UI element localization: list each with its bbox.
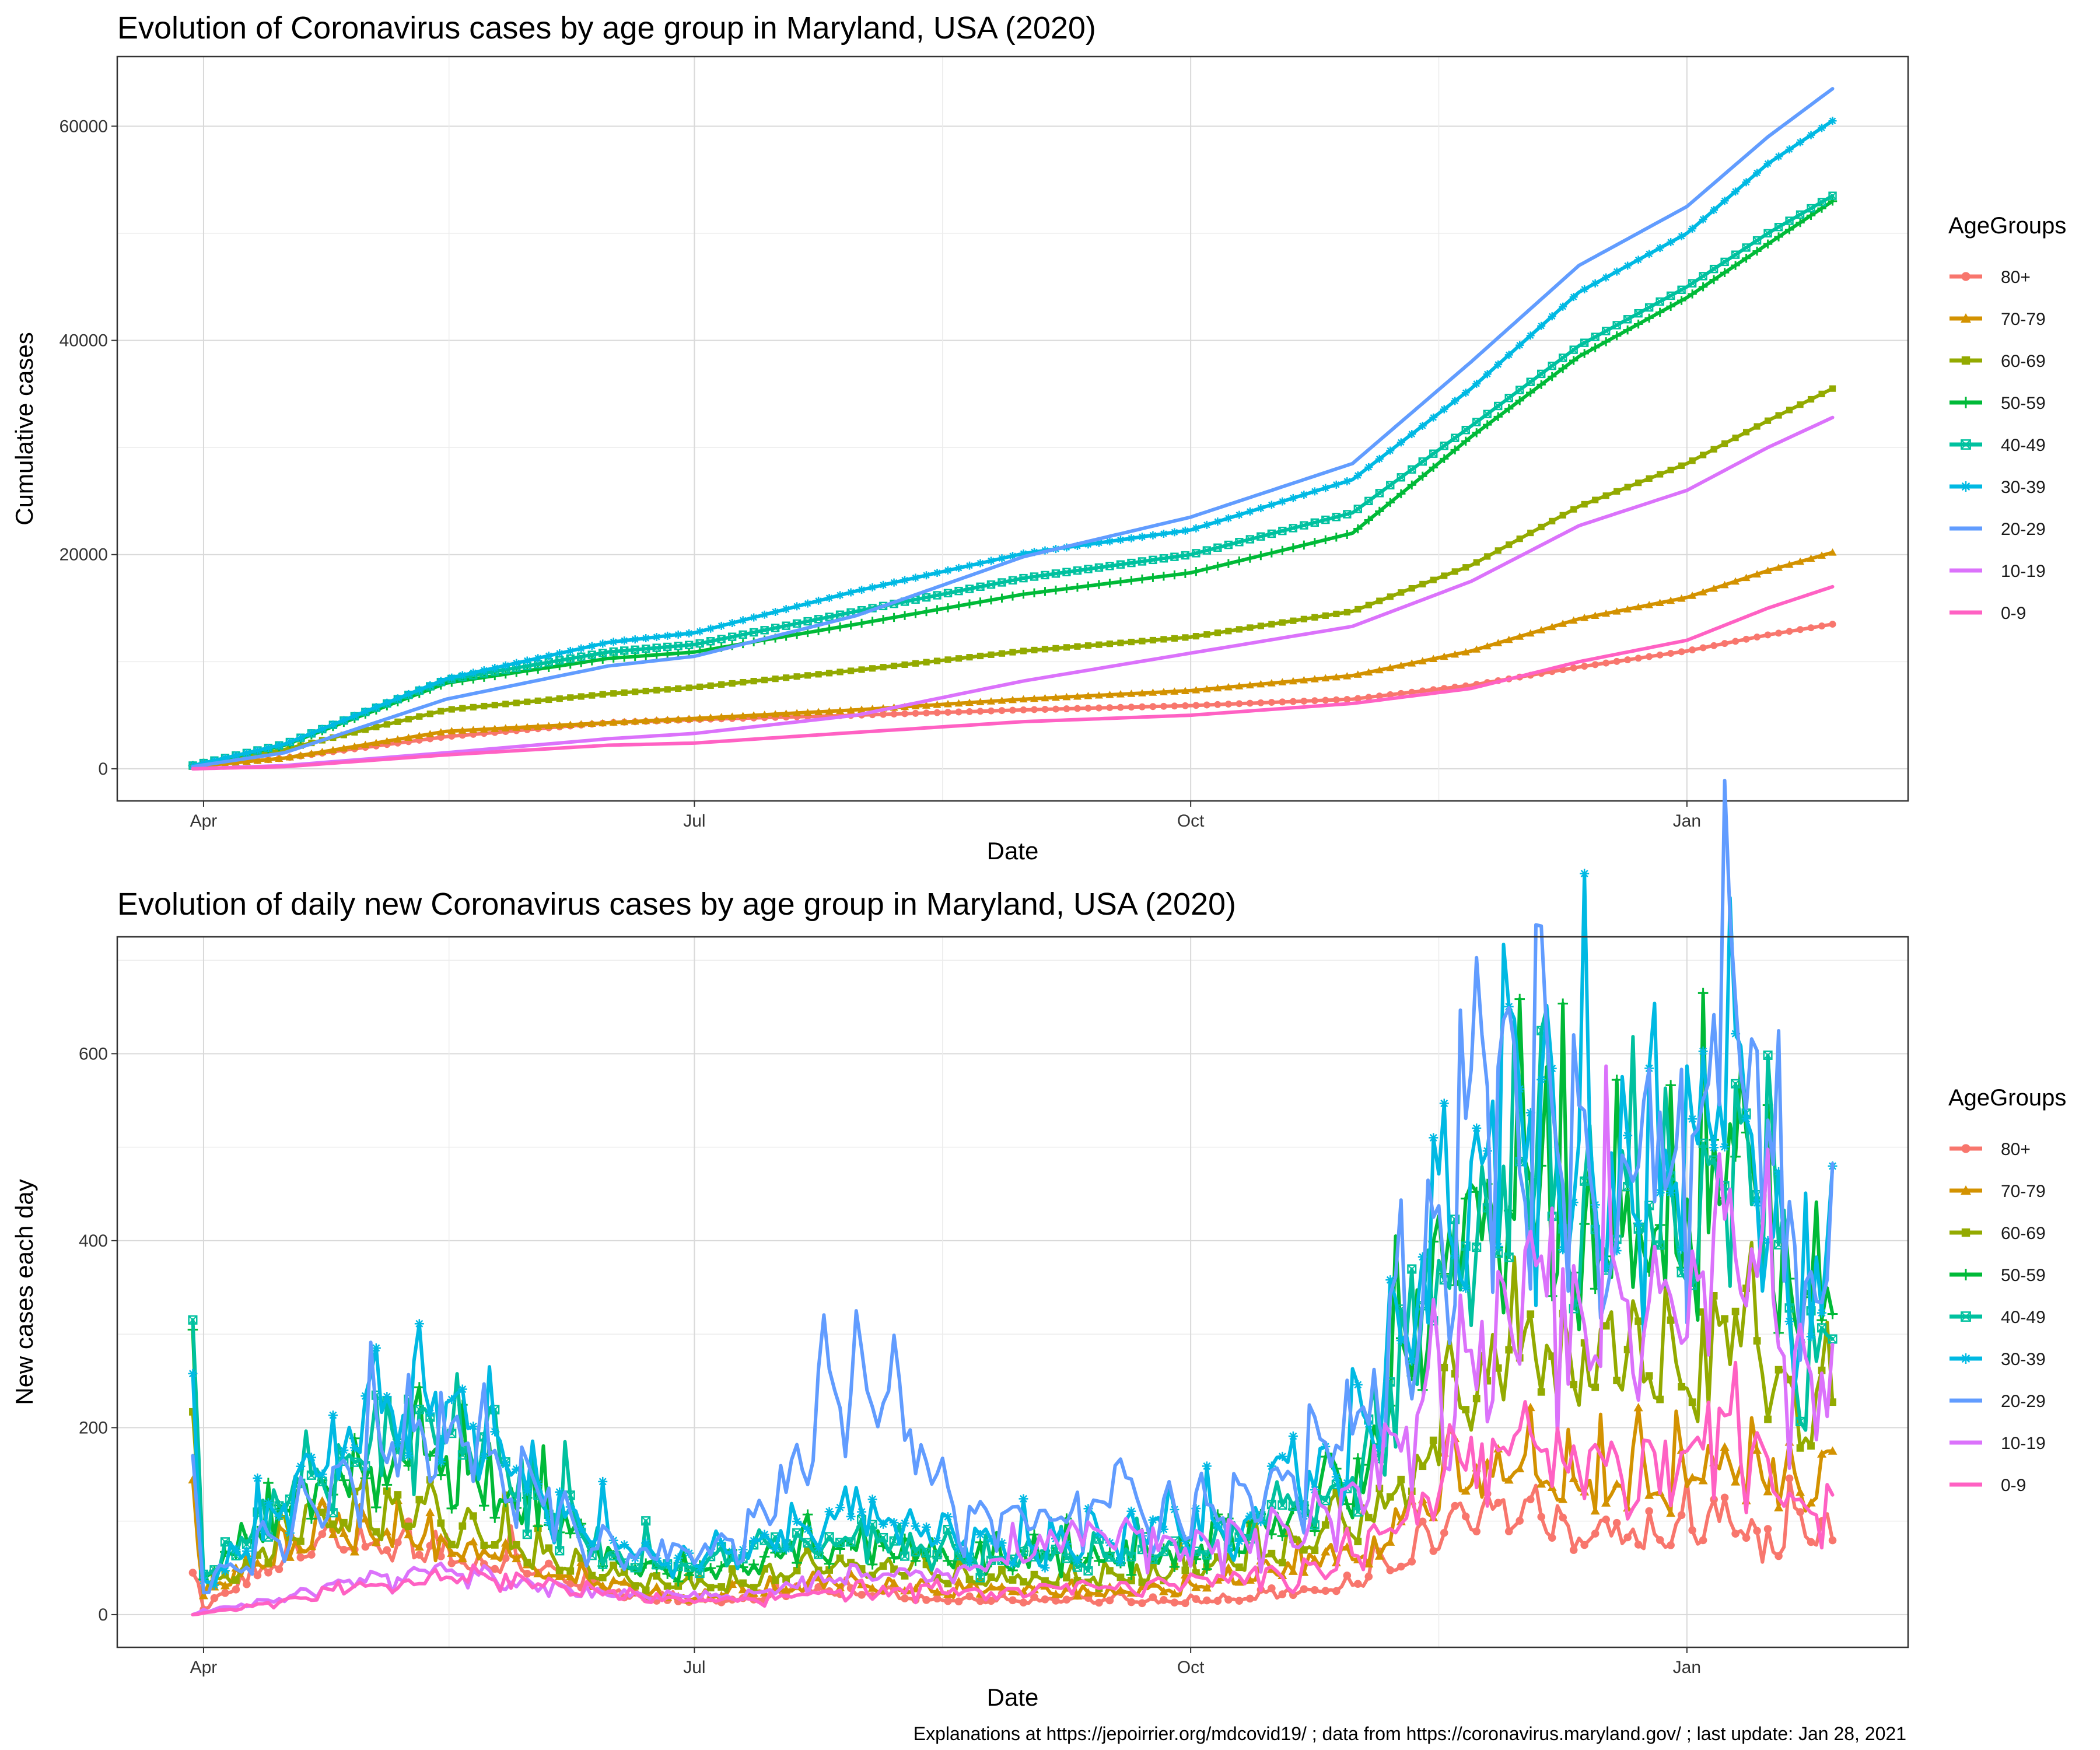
cumulative-series-70-79 xyxy=(188,548,1837,770)
daily-legend-item-30-39: 30-39 xyxy=(1950,1350,2046,1369)
daily-legend-item-10-19: 10-19 xyxy=(1950,1434,2046,1453)
cumulative-legend-label: 20-29 xyxy=(2001,520,2046,539)
daily-cases-panel: Evolution of daily new Coronavirus cases… xyxy=(10,779,2066,1711)
daily-x-ticks: Apr Jul Oct Jan xyxy=(190,1647,1701,1677)
daily-line-10-19 xyxy=(191,1064,1835,1616)
cumulative-series-0-9 xyxy=(191,584,1835,771)
daily-legend-title: AgeGroups xyxy=(1948,1085,2066,1111)
daily-legend-label: 10-19 xyxy=(2001,1434,2046,1453)
cumulative-y-tick-label: 40000 xyxy=(60,331,108,351)
cumulative-plot-border xyxy=(116,55,1909,802)
daily-line-0-9 xyxy=(191,1360,1835,1616)
cumulative-markers-40-49 xyxy=(188,191,1837,770)
cumulative-legend-label: 30-39 xyxy=(2001,478,2046,497)
daily-legend: AgeGroups 80+ 70-79 60-69 50-59 40-49 30-39 20-… xyxy=(1948,1085,2066,1495)
cumulative-markers-70-79 xyxy=(188,548,1837,770)
cumulative-legend-label: 0-9 xyxy=(2001,604,2026,623)
daily-legend-label: 20-29 xyxy=(2001,1392,2046,1411)
daily-y-tick-label: 400 xyxy=(79,1231,108,1251)
cumulative-y-tick-label: 60000 xyxy=(60,117,108,136)
cumulative-x-tick-label: Oct xyxy=(1177,811,1205,831)
daily-x-tick-label: Apr xyxy=(190,1658,218,1677)
daily-plot-background xyxy=(117,937,1908,1647)
cumulative-legend-item-70-79: 70-79 xyxy=(1950,310,2046,329)
cumulative-x-tick-label: Apr xyxy=(190,811,218,831)
daily-x-axis-title: Date xyxy=(987,1684,1039,1711)
cumulative-legend-label: 40-49 xyxy=(2001,436,2046,455)
daily-legend-item-80+: 80+ xyxy=(1950,1140,2031,1159)
cumulative-legend-item-50-59: 50-59 xyxy=(1950,394,2046,413)
caption: Explanations at https://jepoirrier.org/m… xyxy=(914,1723,1906,1744)
cumulative-legend-item-0-9: 0-9 xyxy=(1950,604,2026,623)
cumulative-legend-label: 60-69 xyxy=(2001,352,2046,371)
daily-x-tick-label: Jan xyxy=(1673,1658,1701,1677)
daily-legend-item-20-29: 20-29 xyxy=(1950,1392,2046,1411)
cumulative-y-tick-label: 20000 xyxy=(60,545,108,565)
daily-legend-item-50-59: 50-59 xyxy=(1950,1266,2046,1285)
daily-legend-label: 50-59 xyxy=(2001,1266,2046,1285)
cumulative-plot-background xyxy=(117,57,1908,801)
cumulative-markers-60-69 xyxy=(189,385,1836,769)
daily-series-20-29 xyxy=(191,779,1835,1595)
daily-series-0-9 xyxy=(191,1360,1835,1616)
daily-legend-label: 30-39 xyxy=(2001,1350,2046,1369)
cumulative-legend-label: 10-19 xyxy=(2001,562,2046,581)
daily-y-tick-label: 600 xyxy=(79,1044,108,1063)
cumulative-line-0-9 xyxy=(191,584,1835,771)
daily-legend-item-60-69: 60-69 xyxy=(1950,1224,2046,1243)
daily-y-axis-title: New cases each day xyxy=(10,1179,38,1405)
cumulative-series-40-49 xyxy=(188,191,1837,770)
cumulative-x-ticks: Apr Jul Oct Jan xyxy=(190,801,1701,831)
cumulative-legend-label: 70-79 xyxy=(2001,310,2046,329)
daily-y-ticks: 0 200 400 600 xyxy=(79,1044,117,1625)
cumulative-legend-item-10-19: 10-19 xyxy=(1950,562,2046,581)
cumulative-legend-item-20-29: 20-29 xyxy=(1950,520,2046,539)
daily-y-tick-label: 200 xyxy=(79,1418,108,1437)
daily-line-20-29 xyxy=(191,779,1835,1595)
cumulative-cases-panel: Evolution of Coronavirus cases by age gr… xyxy=(10,10,2066,864)
cumulative-legend: AgeGroups 80+ 70-79 60-69 50-59 40-49 30-39 20-… xyxy=(1948,213,2066,623)
daily-legend-label: 40-49 xyxy=(2001,1308,2046,1327)
daily-x-tick-label: Oct xyxy=(1177,1658,1205,1677)
daily-legend-item-0-9: 0-9 xyxy=(1950,1476,2026,1495)
cumulative-x-axis-title: Date xyxy=(987,837,1039,864)
cumulative-y-tick-label: 0 xyxy=(98,760,108,779)
cumulative-y-axis-title: Cumulative cases xyxy=(10,332,38,525)
cumulative-x-tick-label: Jul xyxy=(683,811,705,831)
daily-series-group xyxy=(187,779,1838,1616)
cumulative-legend-label: 80+ xyxy=(2001,268,2031,287)
cumulative-chart-title: Evolution of Coronavirus cases by age gr… xyxy=(117,10,1096,46)
cumulative-legend-item-40-49: 40-49 xyxy=(1950,436,2046,455)
daily-chart-title: Evolution of daily new Coronavirus cases… xyxy=(117,887,1236,922)
cumulative-legend-item-60-69: 60-69 xyxy=(1950,352,2046,371)
cumulative-legend-item-30-39: 30-39 xyxy=(1950,478,2046,497)
daily-legend-label: 0-9 xyxy=(2001,1476,2026,1495)
cumulative-legend-label: 50-59 xyxy=(2001,394,2046,413)
daily-series-10-19 xyxy=(191,1064,1835,1616)
cumulative-series-10-19 xyxy=(191,415,1835,771)
daily-legend-label: 70-79 xyxy=(2001,1182,2046,1201)
cumulative-y-ticks: 0 20000 40000 60000 xyxy=(60,117,117,779)
cumulative-series-20-29 xyxy=(191,87,1835,769)
daily-x-tick-label: Jul xyxy=(683,1658,705,1677)
daily-legend-item-40-49: 40-49 xyxy=(1950,1308,2046,1327)
cumulative-series-60-69 xyxy=(189,385,1836,769)
daily-legend-item-70-79: 70-79 xyxy=(1950,1182,2046,1201)
daily-plot-border xyxy=(116,936,1909,1648)
cumulative-line-20-29 xyxy=(191,87,1835,769)
cumulative-legend-item-80+: 80+ xyxy=(1950,268,2031,287)
cumulative-x-tick-label: Jan xyxy=(1673,811,1701,831)
cumulative-line-10-19 xyxy=(191,415,1835,771)
daily-legend-label: 60-69 xyxy=(2001,1224,2046,1243)
cumulative-gridlines xyxy=(117,57,1908,801)
cumulative-legend-title: AgeGroups xyxy=(1948,213,2066,239)
cumulative-series-group xyxy=(188,87,1838,771)
daily-legend-label: 80+ xyxy=(2001,1140,2031,1159)
daily-y-tick-label: 0 xyxy=(98,1605,108,1625)
